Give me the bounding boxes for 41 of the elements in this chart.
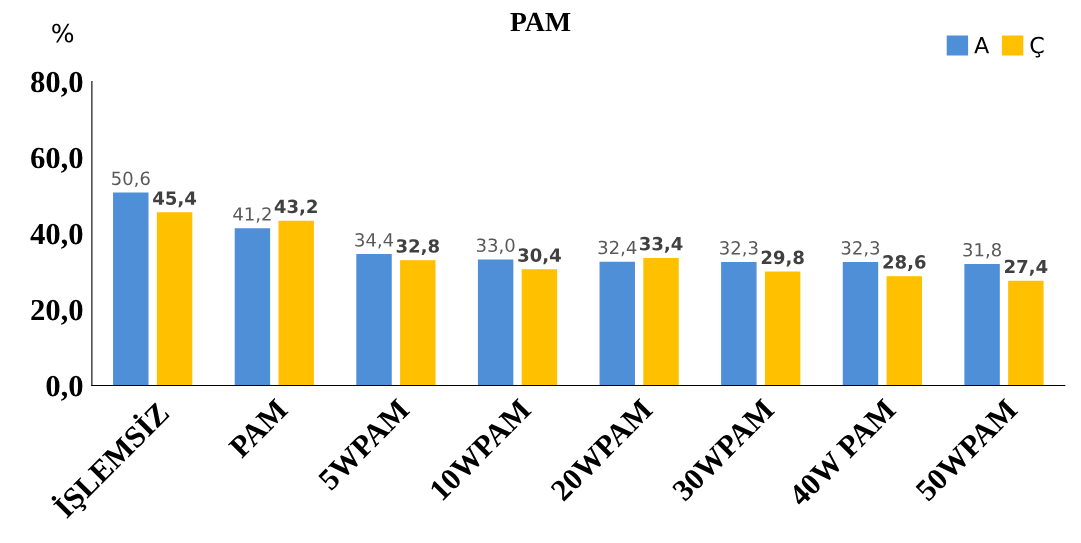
bar	[521, 269, 558, 386]
y-tick-label: 60,0	[31, 147, 83, 173]
data-label: 28,6	[883, 255, 926, 272]
bar	[278, 220, 314, 386]
data-label: 33,4	[639, 236, 683, 253]
data-label: 43,2	[274, 199, 317, 216]
bar	[886, 276, 922, 386]
data-label: 33,0	[476, 238, 515, 254]
bar	[721, 262, 757, 386]
y-tick-label: 40,0	[30, 223, 83, 249]
bar	[599, 261, 635, 386]
data-label: 29,8	[761, 250, 804, 267]
data-label: 30,4	[518, 248, 561, 265]
bar	[234, 228, 271, 386]
bar	[477, 259, 514, 386]
y-tick-label: 80,0	[31, 71, 83, 97]
y-axis-title: %	[52, 23, 74, 43]
data-label: 32,4	[598, 240, 637, 257]
bar	[400, 260, 436, 386]
bar	[643, 257, 679, 386]
data-label: 32,8	[396, 239, 439, 256]
legend-label: Ç	[1030, 36, 1044, 58]
data-label: 34,4	[355, 233, 394, 249]
bar	[156, 212, 193, 386]
y-tick-label: 20,0	[31, 299, 83, 325]
bar	[842, 262, 879, 386]
y-tick-label: 0,0	[46, 375, 83, 401]
data-label: 41,2	[233, 207, 271, 223]
data-label: 32,3	[841, 241, 880, 257]
bar	[964, 263, 1000, 386]
data-label: 45,4	[153, 191, 197, 208]
data-label: 50,6	[112, 171, 150, 187]
data-label: 32,3	[720, 241, 758, 257]
bar	[1008, 280, 1044, 386]
bar	[356, 254, 392, 386]
legend-label: A	[974, 36, 990, 54]
data-label: 27,4	[1005, 259, 1048, 276]
data-label: 31,8	[963, 242, 1001, 259]
chart-title: PAM	[510, 12, 571, 32]
bar	[764, 271, 801, 386]
bar	[113, 192, 149, 386]
